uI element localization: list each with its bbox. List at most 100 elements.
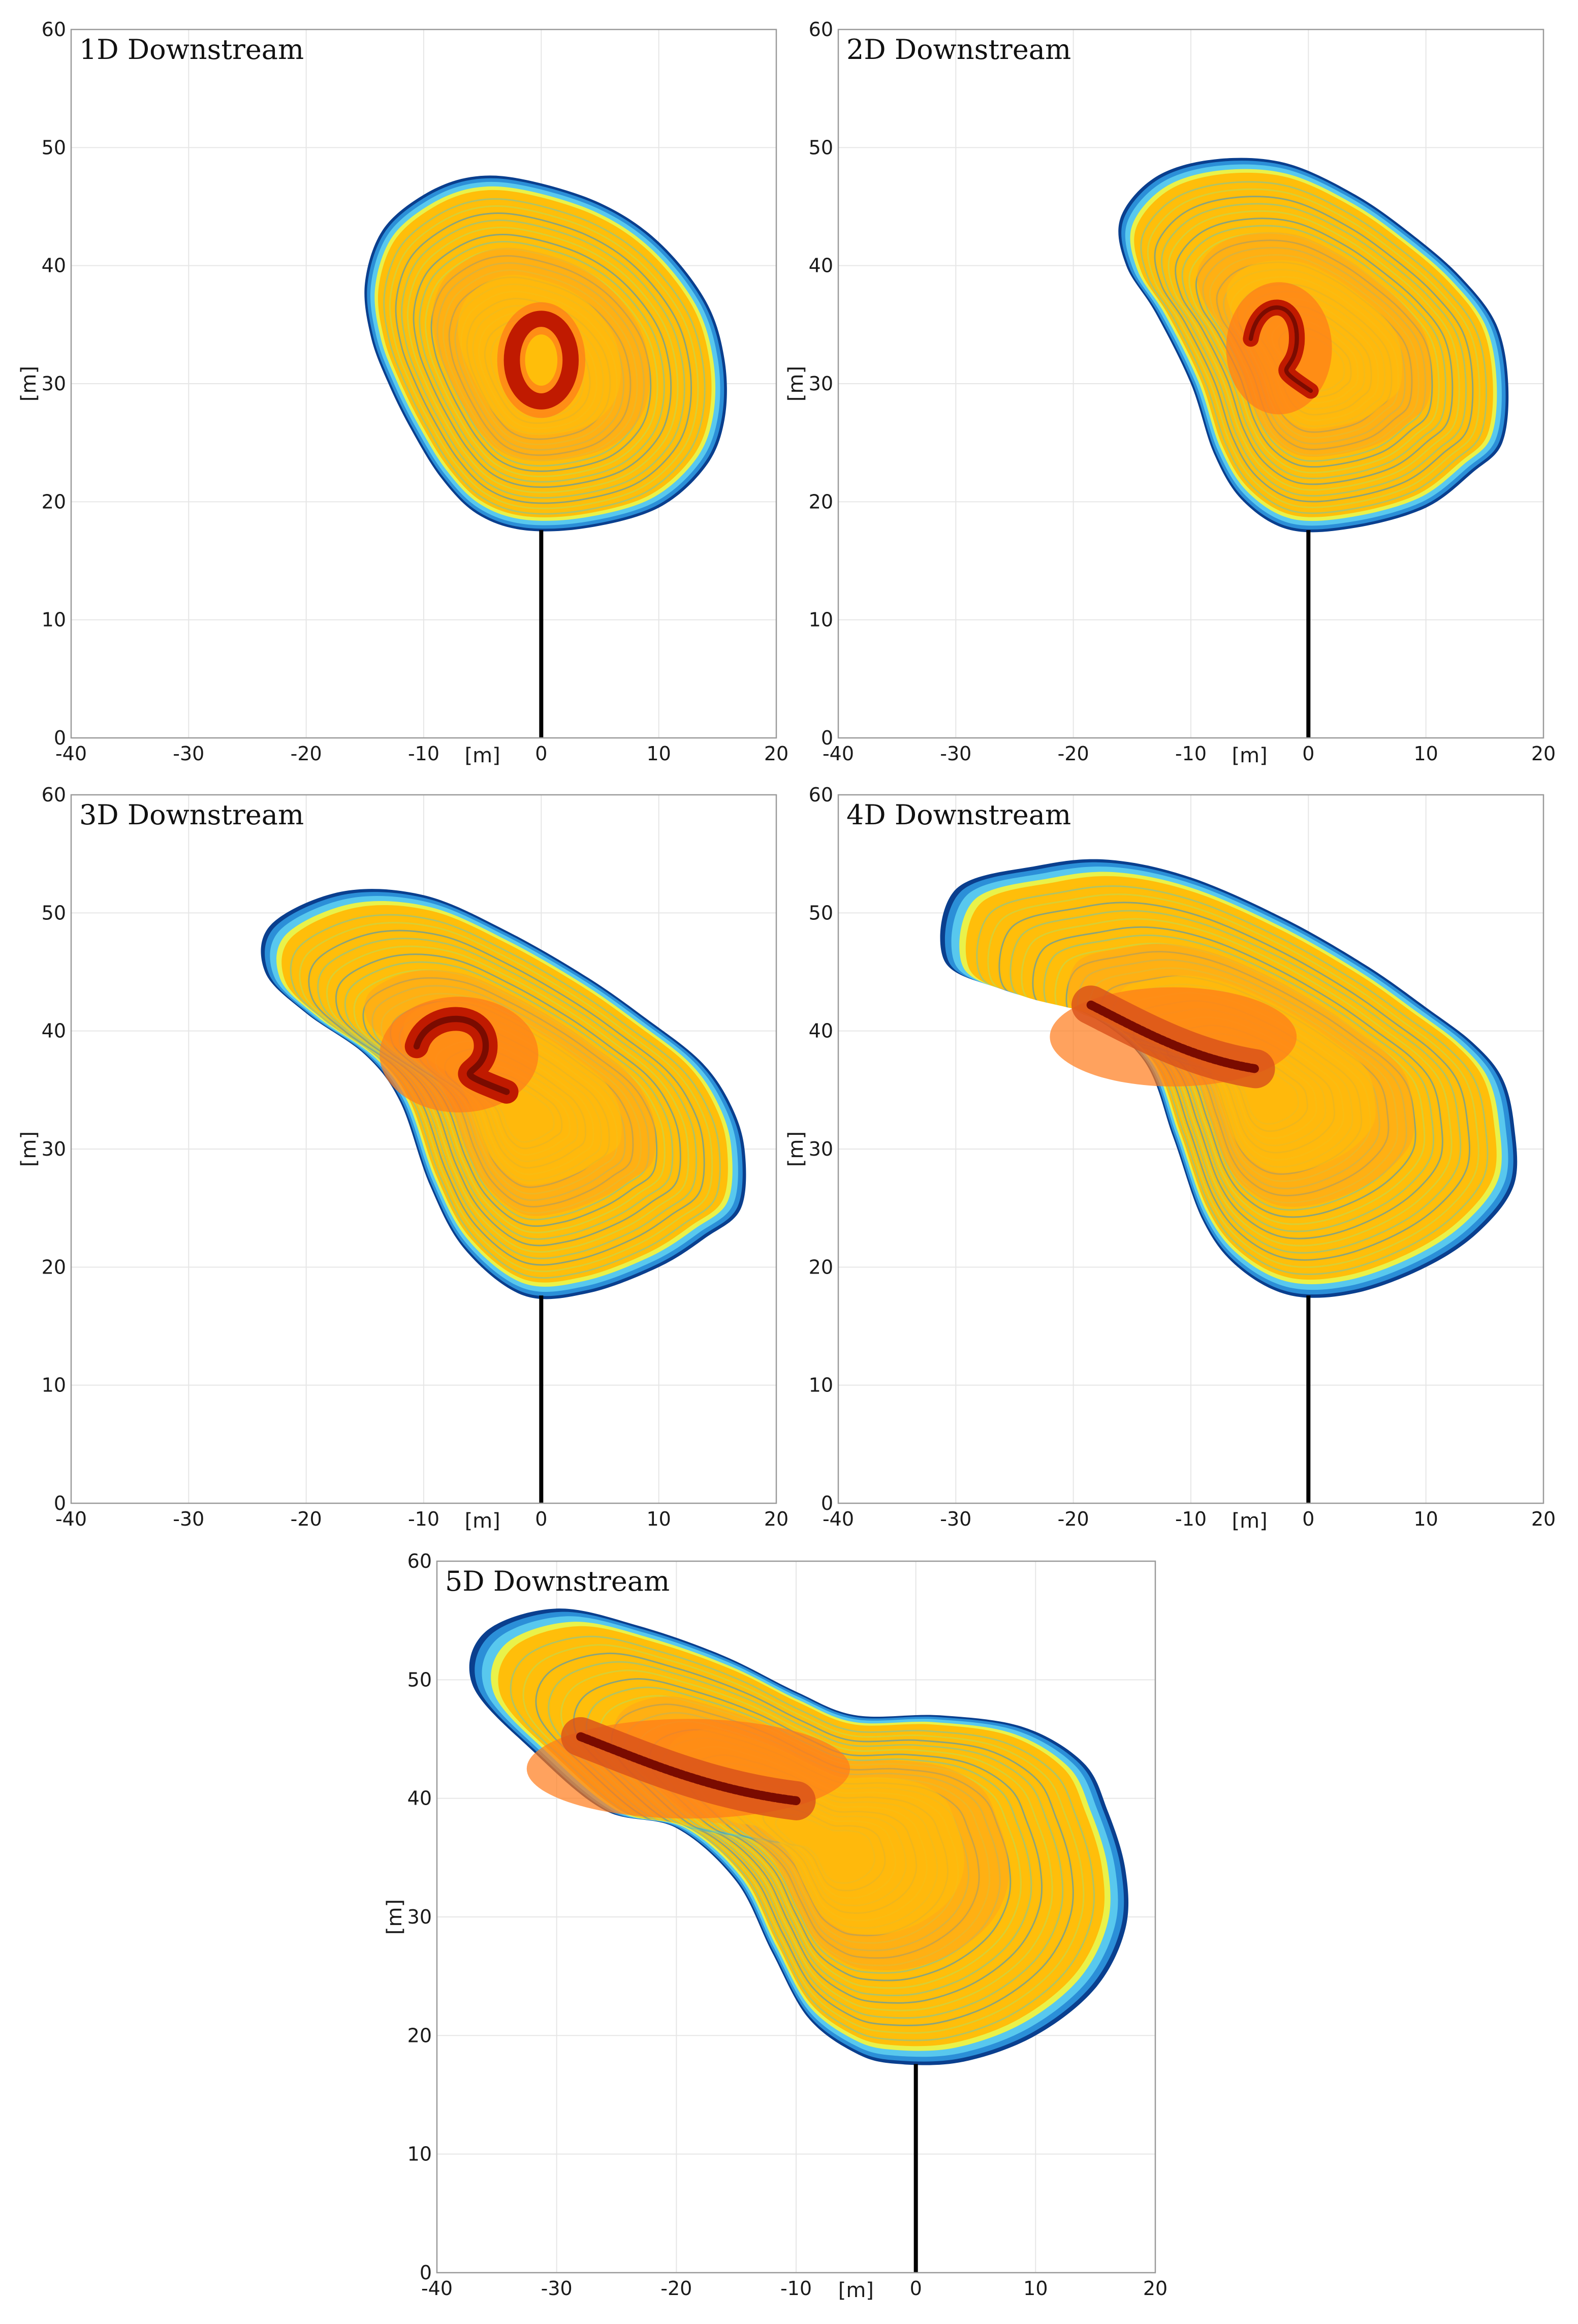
panel-2d-downstream: -40 -30 -20 -10 0 10 20 0 10 20 30 40 50 60 [m] [m] 2D D… — [784, 18, 1556, 767]
x-tick-label: -10 — [1175, 742, 1207, 765]
y-axis-label: [m] — [17, 1131, 41, 1167]
y-tick-label: 50 — [42, 136, 66, 159]
wake-streak-line — [1161, 203, 1467, 497]
y-tick-label: 60 — [42, 18, 66, 41]
x-tick-label: -30 — [940, 1508, 971, 1530]
wake-streak-line — [1167, 210, 1460, 491]
y-tick-label: 30 — [809, 1138, 833, 1160]
wake-streak-line — [522, 1644, 1085, 2034]
x-tick-label: -20 — [291, 742, 322, 765]
x-tick-label: 20 — [1531, 1508, 1556, 1530]
x-tick-label: -40 — [55, 1508, 87, 1530]
panel-title: 3D Downstream — [79, 799, 304, 831]
y-tick-label: 60 — [809, 784, 833, 806]
x-tick-label: -40 — [55, 742, 87, 765]
y-tick-label: 10 — [42, 609, 66, 631]
vortex-eye — [525, 334, 558, 386]
wake-streak-line — [1154, 196, 1474, 503]
wake-streak-line — [401, 219, 685, 499]
x-tick-label: 20 — [1143, 2277, 1167, 2300]
x-tick-label: -10 — [408, 742, 439, 765]
axes-frame — [70, 794, 777, 1504]
y-tick-label: 0 — [821, 1492, 833, 1514]
y-tick-label: 20 — [809, 490, 833, 513]
x-tick-label: 20 — [764, 742, 788, 765]
vortex-streak-core — [576, 1732, 801, 1806]
x-tick-label: 10 — [646, 742, 671, 765]
x-tick-label: 10 — [1023, 2277, 1048, 2300]
wake-streak-line — [510, 1635, 1095, 2041]
y-tick-label: 20 — [42, 1256, 66, 1278]
wake-streak-line — [1181, 225, 1447, 479]
y-tick-label: 0 — [420, 2261, 432, 2284]
x-axis-label: [m] — [465, 744, 500, 767]
y-axis-label: [m] — [383, 1899, 406, 1935]
y-tick-label: 20 — [809, 1256, 833, 1278]
y-tick-label: 50 — [407, 1668, 432, 1691]
x-tick-label: -40 — [421, 2277, 453, 2300]
x-tick-label: -20 — [1058, 1508, 1089, 1530]
panel-title: 2D Downstream — [846, 34, 1071, 66]
panel-title: 5D Downstream — [445, 1565, 670, 1597]
vortex-curl-core — [413, 1015, 510, 1095]
y-tick-label: 40 — [42, 1020, 66, 1042]
x-tick-label: -20 — [660, 2277, 692, 2300]
wake-streak-line — [389, 205, 699, 510]
wake-streak-line — [413, 233, 672, 488]
x-tick-label: 0 — [535, 742, 547, 765]
wake-streak-line — [383, 198, 706, 515]
y-tick-label: 30 — [809, 373, 833, 395]
axes-frame — [70, 28, 777, 739]
panel-3d-downstream: -40 -30 -20 -10 0 10 20 0 10 20 30 40 50 60 [m] [m] 3D D… — [17, 784, 788, 1533]
wake-streak-line — [585, 1686, 1032, 1997]
x-tick-label: 10 — [1413, 1508, 1438, 1530]
y-tick-label: 40 — [42, 255, 66, 277]
y-tick-label: 0 — [54, 1492, 66, 1514]
wake-streak-line — [419, 241, 665, 483]
x-tick-label: -30 — [940, 742, 971, 765]
y-axis-label: [m] — [784, 366, 808, 401]
y-tick-label: 30 — [42, 1138, 66, 1160]
wake-streak-line — [987, 893, 1479, 1268]
y-tick-label: 60 — [809, 18, 833, 41]
wake-streak-line — [1140, 181, 1487, 514]
x-tick-label: 10 — [646, 1508, 671, 1530]
y-tick-label: 60 — [42, 784, 66, 806]
x-tick-label: -10 — [780, 2277, 812, 2300]
x-tick-label: -10 — [408, 1508, 439, 1530]
y-tick-label: 0 — [54, 727, 66, 749]
panel-1d-downstream: -40 -30 -20 -10 0 10 20 0 10 20 30 40 50 60 [m] [m] 1D D… — [17, 18, 788, 767]
wake-region — [1118, 158, 1509, 533]
y-tick-label: 50 — [42, 902, 66, 924]
y-tick-label: 60 — [407, 1550, 432, 1572]
y-axis-label: [m] — [784, 1131, 808, 1167]
y-tick-label: 0 — [821, 727, 833, 749]
x-tick-label: 0 — [910, 2277, 922, 2300]
x-tick-label: 0 — [1302, 742, 1314, 765]
wake-region — [469, 1608, 1129, 2065]
y-axis-label: [m] — [17, 366, 41, 401]
y-tick-label: 40 — [809, 1020, 833, 1042]
y-tick-label: 20 — [42, 490, 66, 513]
wake-streak-line — [1147, 188, 1480, 508]
wake-streak-line — [406, 226, 679, 493]
axes-frame — [837, 28, 1544, 739]
x-tick-label: 0 — [535, 1508, 547, 1530]
y-tick-label: 10 — [407, 2143, 432, 2165]
x-axis-label: [m] — [838, 2279, 874, 2302]
wake-streak-line — [535, 1652, 1074, 2027]
axes-frame — [837, 794, 1544, 1504]
x-tick-label: 0 — [1302, 1508, 1314, 1530]
x-tick-label: 20 — [1531, 742, 1556, 765]
y-tick-label: 10 — [809, 609, 833, 631]
x-axis-label: [m] — [1232, 744, 1268, 767]
x-axis-label: [m] — [1232, 1509, 1268, 1533]
axes-frame — [436, 1560, 1156, 2274]
panel-title: 4D Downstream — [846, 799, 1071, 831]
x-tick-label: -20 — [291, 1508, 322, 1530]
x-tick-label: -40 — [823, 1508, 854, 1530]
wake-streak-line — [573, 1678, 1043, 2004]
wake-streak-line — [548, 1661, 1064, 2019]
vortex-streak-core — [1086, 1000, 1260, 1073]
